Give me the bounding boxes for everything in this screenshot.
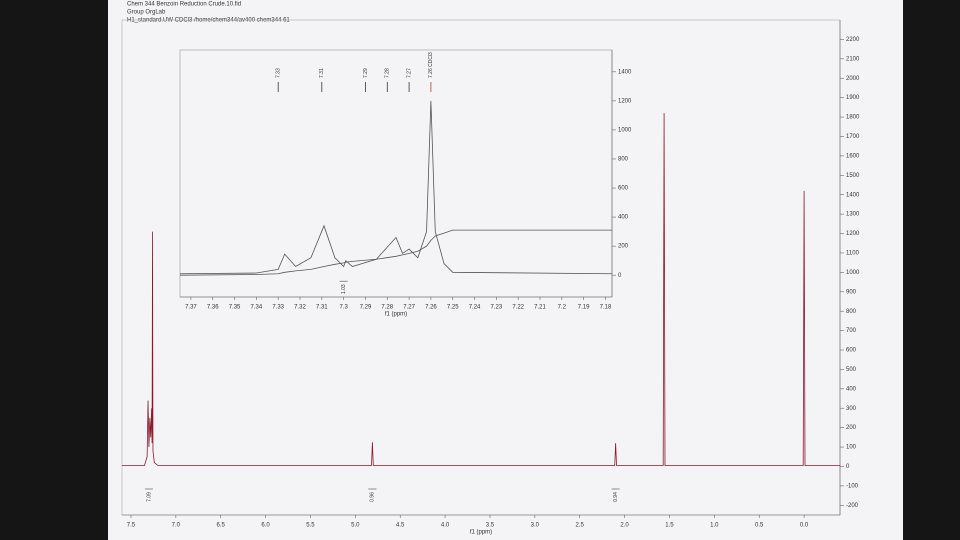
x-tick-label: 7.34 <box>251 305 263 311</box>
x-tick-label: 3.5 <box>486 523 495 529</box>
integral-label: 0.96 <box>370 492 376 502</box>
y-tick-label: 2200 <box>846 37 860 43</box>
peak-label: 7.29 <box>363 68 369 78</box>
y-tick-label: 2100 <box>846 56 860 62</box>
x-tick-label: 7.33 <box>272 305 284 311</box>
y-tick-label: 800 <box>846 309 857 315</box>
integral-label: 7.09 <box>146 492 152 502</box>
x-tick-label: 6.5 <box>217 523 226 529</box>
x-tick-label: 7.31 <box>316 305 328 311</box>
y-tick-label: 1400 <box>618 69 632 75</box>
y-tick-label: 100 <box>846 445 857 451</box>
y-tick-label: 700 <box>846 328 857 334</box>
y-tick-label: 1700 <box>846 134 860 140</box>
x-tick-label: 4.0 <box>441 523 450 529</box>
y-tick-label: 1300 <box>846 212 860 218</box>
y-tick-label: 600 <box>618 186 629 192</box>
x-tick-label: 7.26 <box>425 305 437 311</box>
y-tick-label: 1000 <box>846 270 860 276</box>
y-tick-label: 1800 <box>846 115 860 121</box>
x-tick-label: 7.3 <box>339 305 348 311</box>
x-tick-label: 0.5 <box>755 523 764 529</box>
spectrum-line <box>179 229 612 276</box>
y-tick-label: 1200 <box>846 231 860 237</box>
inset-plot: 1400 1200 1000 800 600 400 200 0 7.37 7.36 7.35 7.3… <box>179 49 632 318</box>
y-tick-label: 1400 <box>846 192 860 198</box>
y-tick-label: 1200 <box>618 98 632 104</box>
y-tick-label: 2000 <box>846 76 860 82</box>
y-tick-label: 400 <box>846 386 857 392</box>
integral-label: 1.03 <box>341 284 347 294</box>
y-tick-label: 900 <box>846 289 857 295</box>
y-tick-label: 400 <box>618 215 629 221</box>
y-tick-label: 1600 <box>846 153 860 159</box>
y-tick-label: -100 <box>846 483 859 489</box>
subtitle: Group OrgLab <box>127 10 166 16</box>
y-tick-label: 300 <box>846 406 857 412</box>
x-tick-label: 7.18 <box>600 305 612 311</box>
y-tick-label: -200 <box>846 503 859 509</box>
x-tick-label: 7.5 <box>127 523 136 529</box>
x-tick-label: 7.21 <box>534 305 546 311</box>
x-tick-label: 7.27 <box>403 305 415 311</box>
y-tick-label: 800 <box>618 157 629 163</box>
x-tick-label: 7.19 <box>578 305 590 311</box>
peak-label: 7.27 <box>406 68 412 78</box>
x-tick-label: 5.5 <box>306 523 315 529</box>
x-tick-label: 4.5 <box>396 523 405 529</box>
x-tick-label: 7.25 <box>447 305 459 311</box>
y-tick-label: 1500 <box>846 173 860 179</box>
inset-frame <box>179 49 613 298</box>
x-tick-label: 1.5 <box>665 523 674 529</box>
spectrum-line <box>179 100 613 275</box>
spectrum-line <box>122 113 840 466</box>
x-tick-label: 1.0 <box>710 523 719 529</box>
peak-label: 7.26 CDCl3 <box>428 52 434 78</box>
y-tick-label: 600 <box>846 348 857 354</box>
x-tick-label: 3.0 <box>531 523 540 529</box>
y-tick-label: 500 <box>846 367 857 373</box>
y-tick-label: 1000 <box>618 127 632 133</box>
x-tick-label: 7.24 <box>469 305 481 311</box>
x-tick-label: 7.28 <box>381 305 393 311</box>
x-axis-label: f1 (ppm) <box>470 530 492 536</box>
x-tick-label: 7.23 <box>491 305 503 311</box>
x-tick-label: 7.32 <box>294 305 306 311</box>
x-tick-label: 7.35 <box>229 305 241 311</box>
x-tick-label: 7.36 <box>207 305 219 311</box>
x-tick-label: 6.0 <box>261 523 270 529</box>
x-tick-label: 7.22 <box>512 305 524 311</box>
x-tick-label: 2.5 <box>576 523 585 529</box>
y-tick-label: 0 <box>846 464 850 470</box>
peak-label: 7.33 <box>276 68 282 78</box>
title: Chem 344 Benzoin Reduction Crude.10.fid <box>127 2 241 8</box>
main-plot: 2200210020001900180017001600150014001300… <box>121 19 860 536</box>
x-tick-label: 7.0 <box>172 523 181 529</box>
peak-label: 7.28 <box>385 68 391 78</box>
x-tick-label: 7.29 <box>360 305 372 311</box>
y-tick-label: 200 <box>618 244 629 250</box>
y-tick-label: 200 <box>846 425 857 431</box>
x-tick-label: 2.0 <box>620 523 629 529</box>
subtitle: H1_standard.UW CDCl3 /home/chem344/av400… <box>127 18 290 24</box>
x-tick-label: 7.37 <box>185 305 197 311</box>
x-tick-label: 5.0 <box>351 523 360 529</box>
y-tick-label: 1900 <box>846 95 860 101</box>
x-tick-label: 0.0 <box>800 523 809 529</box>
x-tick-label: 7.2 <box>558 305 567 311</box>
peak-label: 7.31 <box>319 68 325 78</box>
y-tick-label: 0 <box>618 273 622 279</box>
y-tick-label: 1100 <box>846 251 860 257</box>
x-axis-label: f1 (ppm) <box>385 312 407 318</box>
integral-label: 0.94 <box>613 492 619 502</box>
